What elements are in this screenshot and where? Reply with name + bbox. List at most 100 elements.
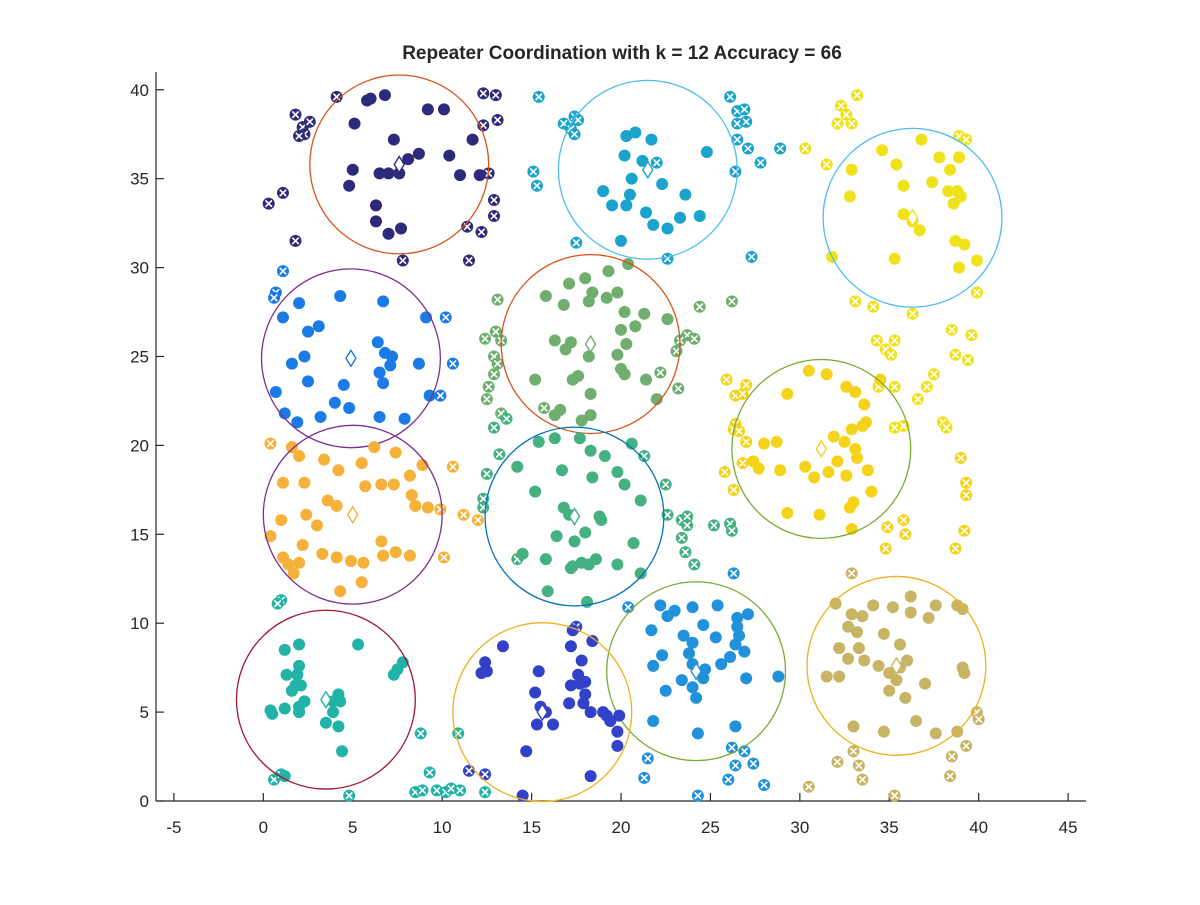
data-point (589, 553, 602, 566)
data-point (640, 206, 653, 219)
cluster-3 (799, 89, 1003, 434)
outlier-point (949, 348, 962, 361)
data-point (373, 167, 386, 180)
data-point (547, 718, 560, 731)
outlier-point (654, 366, 667, 379)
data-point (958, 666, 971, 679)
data-point (334, 695, 347, 708)
outlier-point (740, 378, 753, 391)
outlier-point (899, 528, 912, 541)
outlier-point (500, 412, 513, 425)
outlier-point (856, 773, 869, 786)
data-point (856, 610, 869, 623)
data-point (359, 480, 372, 493)
outlier-point (881, 521, 894, 534)
outlier-point (488, 210, 501, 223)
data-point (849, 386, 862, 399)
data-point (421, 501, 434, 514)
data-point (625, 437, 638, 450)
outlier-point (972, 713, 985, 726)
outlier-point (960, 739, 973, 752)
data-point (611, 725, 624, 738)
outlier-point (888, 421, 901, 434)
cluster-1 (262, 74, 504, 267)
data-point (310, 519, 323, 532)
data-point (627, 537, 640, 550)
outlier-point (927, 368, 940, 381)
data-point (874, 373, 887, 386)
data-point (373, 366, 386, 379)
data-point (368, 441, 381, 454)
outlier-point (802, 780, 815, 793)
data-point (375, 535, 388, 548)
outlier-point (727, 483, 740, 496)
data-point (890, 674, 903, 687)
data-point (929, 599, 942, 612)
outlier-point (851, 89, 864, 102)
x-tick-label: 40 (969, 818, 988, 837)
outlier-point (845, 567, 858, 580)
data-point (865, 485, 878, 498)
data-point (584, 387, 597, 400)
data-point (473, 169, 486, 182)
coverage-circle (500, 253, 681, 435)
data-point (496, 640, 509, 653)
data-point (691, 727, 704, 740)
data-point (563, 697, 576, 710)
data-point (266, 707, 279, 720)
outlier-point (439, 311, 452, 324)
data-point (412, 147, 425, 160)
outlier-point (479, 332, 492, 345)
x-tick-label: 5 (348, 818, 357, 837)
data-point (772, 670, 785, 683)
data-point (291, 668, 304, 681)
coverage-circle (260, 268, 442, 449)
data-point (318, 453, 331, 466)
data-point (378, 89, 391, 102)
data-point (840, 469, 853, 482)
data-point (654, 599, 667, 612)
data-point (947, 197, 960, 210)
outlier-point (885, 348, 898, 361)
outlier-point (681, 519, 694, 532)
data-point (332, 464, 345, 477)
data-point (731, 620, 744, 633)
data-point (872, 659, 885, 672)
data-point (629, 320, 642, 333)
outlier-point (477, 501, 490, 514)
data-point (647, 714, 660, 727)
data-point (894, 638, 906, 651)
data-point (953, 261, 966, 274)
data-point (278, 702, 291, 715)
data-point (346, 163, 359, 176)
data-point (693, 210, 706, 223)
outlier-point (722, 773, 735, 786)
x-tick-label: 30 (790, 818, 809, 837)
data-point (799, 460, 812, 473)
data-point (699, 663, 712, 676)
outlier-point (423, 766, 436, 779)
data-point (625, 172, 638, 185)
outlier-point (888, 380, 901, 393)
outlier-point (945, 323, 958, 336)
data-point (904, 606, 917, 619)
data-point (316, 547, 329, 560)
cluster-9 (606, 567, 787, 802)
outlier-point (491, 357, 504, 370)
data-point (922, 611, 935, 624)
centroid-marker (584, 334, 597, 354)
data-point (586, 471, 599, 484)
data-point (686, 601, 699, 614)
outlier-point (725, 741, 738, 754)
data-point (886, 601, 899, 614)
outlier-point (446, 357, 459, 370)
data-point (622, 258, 635, 271)
data-point (700, 146, 713, 159)
data-point (933, 151, 946, 164)
data-point (615, 323, 627, 336)
data-point (291, 416, 304, 429)
outlier-point (879, 542, 892, 555)
data-point (897, 208, 910, 221)
data-point (690, 691, 703, 704)
data-point (577, 697, 590, 710)
